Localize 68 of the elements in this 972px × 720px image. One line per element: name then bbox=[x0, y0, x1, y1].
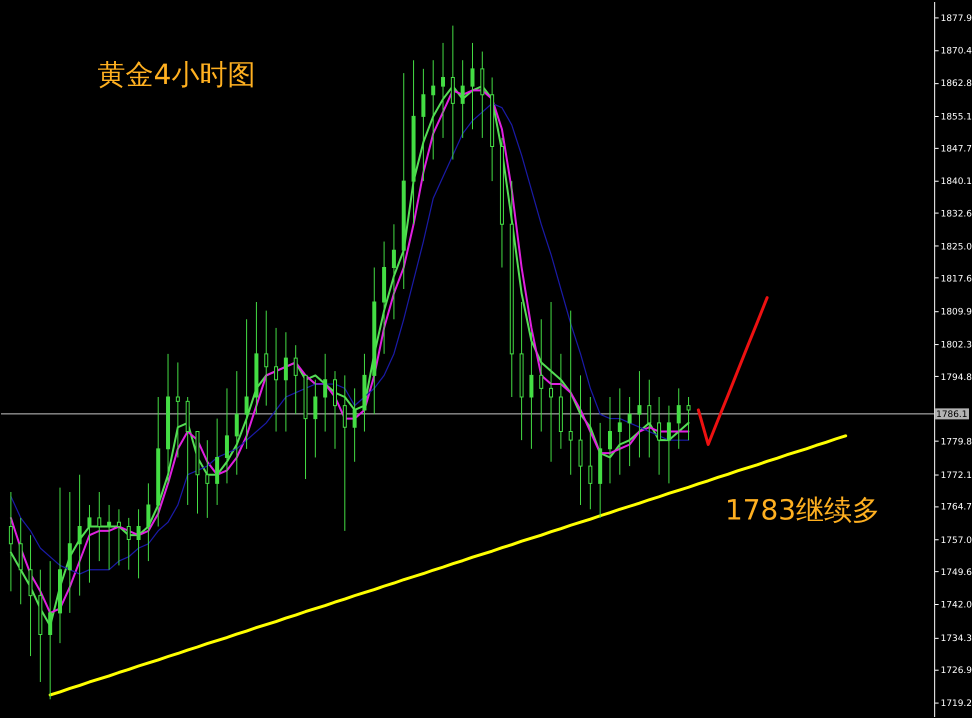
candlestick bbox=[549, 302, 554, 462]
candlestick bbox=[323, 353, 328, 432]
text: 黄金4小时图 bbox=[98, 58, 256, 92]
candlestick bbox=[637, 370, 642, 458]
ref-line-label: 1786.1 bbox=[936, 410, 968, 420]
candlestick bbox=[628, 396, 632, 467]
candlestick bbox=[234, 370, 239, 476]
y-tick-label: 1877.9 bbox=[940, 14, 972, 24]
candlestick bbox=[539, 318, 544, 432]
y-tick-label: 1719.2 bbox=[940, 699, 972, 710]
y-tick-label: 1794.8 bbox=[940, 372, 972, 383]
candlestick bbox=[352, 388, 357, 462]
candlestick bbox=[264, 310, 268, 406]
y-tick-label: 1870.4 bbox=[940, 46, 972, 56]
candlestick bbox=[568, 310, 573, 476]
candlestick bbox=[342, 374, 347, 532]
candlestick bbox=[116, 508, 121, 566]
y-tick-label: 1825.0 bbox=[940, 242, 972, 252]
candlestick bbox=[647, 379, 652, 458]
y-tick-label: 1757.0 bbox=[940, 536, 972, 546]
candlestick bbox=[176, 362, 180, 458]
candlestick bbox=[107, 504, 112, 570]
candlestick bbox=[87, 504, 92, 584]
candlestick bbox=[686, 396, 691, 441]
candlestick bbox=[676, 388, 681, 450]
candlestick bbox=[78, 474, 82, 596]
candlestick bbox=[205, 440, 210, 518]
candlestick bbox=[294, 344, 298, 415]
candlestick bbox=[136, 508, 141, 579]
candlestick bbox=[146, 482, 150, 562]
candlestick bbox=[48, 560, 52, 700]
candlestick bbox=[431, 60, 436, 160]
y-tick-label: 1855.1 bbox=[940, 112, 972, 122]
y-tick-label: 1772.1 bbox=[940, 470, 972, 481]
y-tick-label: 1832.6 bbox=[940, 210, 972, 220]
y-tick-label: 1847.7 bbox=[940, 144, 972, 154]
candlestick bbox=[421, 68, 426, 182]
y-tick-label: 1734.3 bbox=[940, 634, 972, 644]
y-tick-label: 1840.1 bbox=[940, 177, 972, 188]
candlestick bbox=[588, 396, 592, 510]
candlestick bbox=[97, 491, 102, 562]
candlestick bbox=[392, 224, 396, 320]
y-tick-label: 1742.0 bbox=[940, 600, 972, 611]
candlestick bbox=[313, 379, 318, 458]
candlestick bbox=[244, 318, 249, 450]
candlestick bbox=[470, 42, 474, 130]
candlestick bbox=[284, 332, 288, 432]
candlestick bbox=[529, 332, 534, 450]
y-tick-label: 1862.8 bbox=[940, 79, 972, 90]
candlestick bbox=[441, 42, 446, 138]
candlestick bbox=[8, 491, 13, 592]
y-tick-label: 1817.6 bbox=[940, 274, 972, 284]
candlestick bbox=[618, 388, 622, 476]
y-tick-label: 1802.3 bbox=[940, 340, 972, 350]
candlestick bbox=[608, 396, 612, 484]
annotation: 1783继续多 bbox=[725, 493, 880, 526]
y-tick-label: 1779.8 bbox=[940, 438, 972, 448]
y-tick-label: 1809.9 bbox=[940, 308, 972, 318]
y-tick-label: 1726.9 bbox=[940, 666, 972, 676]
y-tick-label: 1764.7 bbox=[940, 502, 972, 513]
candlestick bbox=[224, 388, 229, 484]
candlestick bbox=[126, 517, 131, 570]
candlestick bbox=[460, 60, 465, 138]
y-tick-label: 1749.6 bbox=[940, 568, 972, 578]
candlestick bbox=[657, 396, 662, 476]
line-series bbox=[696, 296, 769, 446]
candlestick bbox=[666, 405, 671, 484]
candlestick bbox=[274, 327, 278, 432]
